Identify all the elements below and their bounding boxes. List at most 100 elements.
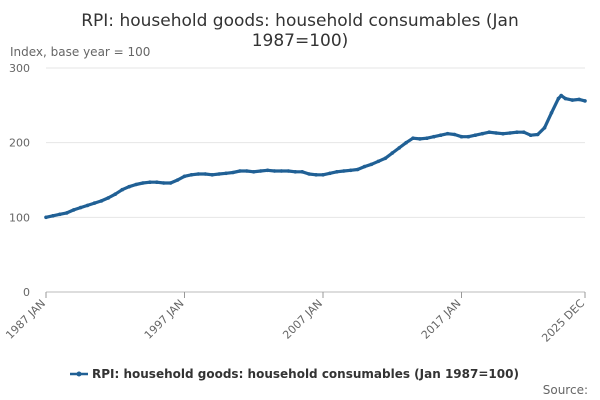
- data-point[interactable]: [487, 130, 492, 134]
- data-point[interactable]: [210, 173, 214, 177]
- data-point[interactable]: [217, 172, 221, 176]
- data-point[interactable]: [106, 196, 111, 200]
- data-point[interactable]: [293, 170, 298, 174]
- data-point[interactable]: [369, 162, 374, 167]
- data-point[interactable]: [362, 164, 367, 169]
- data-point[interactable]: [425, 136, 429, 140]
- data-point[interactable]: [348, 168, 353, 173]
- x-tick-label-0: 1987 JAN: [3, 297, 48, 342]
- data-point[interactable]: [258, 169, 263, 173]
- data-point[interactable]: [238, 169, 242, 173]
- y-tick-label-300: 300: [9, 62, 30, 75]
- data-point[interactable]: [175, 178, 180, 182]
- y-axis-units-label: Index, base year = 100: [10, 45, 150, 59]
- chart-title-line-2: 1987=100): [252, 31, 349, 51]
- series-layer: [44, 93, 587, 220]
- data-point[interactable]: [473, 133, 478, 137]
- data-point[interactable]: [189, 173, 194, 177]
- x-tick-label-1: 1997 JAN: [142, 297, 187, 342]
- data-point[interactable]: [480, 131, 485, 136]
- data-point[interactable]: [148, 180, 152, 184]
- data-point[interactable]: [376, 159, 381, 164]
- data-point[interactable]: [577, 97, 581, 102]
- data-point[interactable]: [58, 212, 62, 217]
- data-point[interactable]: [155, 180, 159, 184]
- gridlines: [46, 67, 585, 293]
- legend-label: RPI: household goods: household consumab…: [92, 367, 519, 381]
- data-point[interactable]: [432, 134, 436, 139]
- data-point[interactable]: [314, 173, 318, 177]
- data-point[interactable]: [251, 170, 256, 174]
- data-point[interactable]: [141, 181, 145, 185]
- data-point[interactable]: [342, 169, 346, 173]
- series-line-0: [44, 94, 587, 219]
- chart-title-line-1: RPI: household goods: household consumab…: [81, 11, 519, 31]
- data-point[interactable]: [168, 181, 173, 185]
- data-point[interactable]: [265, 168, 270, 173]
- data-point[interactable]: [307, 172, 311, 176]
- data-point[interactable]: [120, 187, 124, 192]
- data-point[interactable]: [528, 133, 533, 137]
- data-point[interactable]: [78, 205, 83, 210]
- data-point[interactable]: [397, 146, 402, 150]
- data-point[interactable]: [113, 192, 117, 196]
- data-point[interactable]: [459, 134, 464, 139]
- data-point[interactable]: [535, 132, 540, 137]
- data-point[interactable]: [161, 181, 166, 185]
- y-tick-label-0: 0: [23, 286, 30, 299]
- y-tick-label-100: 100: [9, 211, 30, 224]
- data-point[interactable]: [65, 211, 69, 215]
- data-point[interactable]: [335, 170, 339, 174]
- data-point[interactable]: [44, 215, 48, 220]
- data-point[interactable]: [583, 99, 587, 103]
- data-point[interactable]: [494, 131, 498, 135]
- data-point[interactable]: [224, 171, 228, 176]
- data-point[interactable]: [438, 133, 443, 137]
- data-point[interactable]: [515, 130, 519, 134]
- data-point[interactable]: [508, 131, 512, 135]
- legend[interactable]: RPI: household goods: household consumab…: [70, 367, 519, 381]
- data-point[interactable]: [300, 170, 305, 174]
- data-point[interactable]: [321, 173, 325, 177]
- data-point[interactable]: [542, 125, 547, 130]
- data-point[interactable]: [127, 184, 131, 189]
- data-point[interactable]: [501, 131, 505, 136]
- data-point[interactable]: [411, 136, 415, 140]
- y-axis-ticks: 0 100 200 300: [9, 62, 30, 299]
- data-point[interactable]: [522, 130, 526, 134]
- source-label: Source:: [543, 383, 588, 397]
- data-point[interactable]: [328, 171, 332, 176]
- data-point[interactable]: [383, 156, 388, 161]
- data-point[interactable]: [418, 137, 422, 141]
- data-point[interactable]: [92, 201, 97, 205]
- data-point[interactable]: [203, 172, 208, 176]
- data-point[interactable]: [279, 169, 284, 173]
- data-point[interactable]: [231, 170, 235, 175]
- data-point[interactable]: [245, 169, 249, 173]
- data-point[interactable]: [51, 214, 55, 218]
- data-point[interactable]: [556, 96, 561, 101]
- legend-swatch-marker: [76, 371, 82, 377]
- data-point[interactable]: [445, 131, 450, 136]
- data-point[interactable]: [85, 203, 90, 208]
- data-point[interactable]: [71, 208, 76, 212]
- data-point[interactable]: [182, 174, 187, 179]
- data-point[interactable]: [404, 140, 408, 145]
- data-point[interactable]: [559, 93, 563, 98]
- data-point[interactable]: [99, 199, 104, 203]
- data-point[interactable]: [549, 111, 554, 115]
- data-point[interactable]: [196, 172, 201, 176]
- data-point[interactable]: [452, 132, 457, 137]
- data-point[interactable]: [563, 96, 568, 101]
- data-point[interactable]: [570, 98, 575, 102]
- data-point[interactable]: [272, 169, 277, 173]
- data-point[interactable]: [355, 167, 360, 172]
- x-axis: 1987 JAN 1997 JAN 2007 JAN 2017 JAN 2025 DEC: [3, 292, 587, 345]
- data-point[interactable]: [134, 182, 138, 187]
- x-tick-label-2: 2007 JAN: [280, 297, 325, 342]
- data-point[interactable]: [390, 151, 395, 155]
- y-tick-label-200: 200: [9, 137, 30, 150]
- data-point[interactable]: [466, 134, 471, 139]
- data-point[interactable]: [286, 169, 291, 173]
- x-tick-label-3: 2017 JAN: [419, 297, 464, 342]
